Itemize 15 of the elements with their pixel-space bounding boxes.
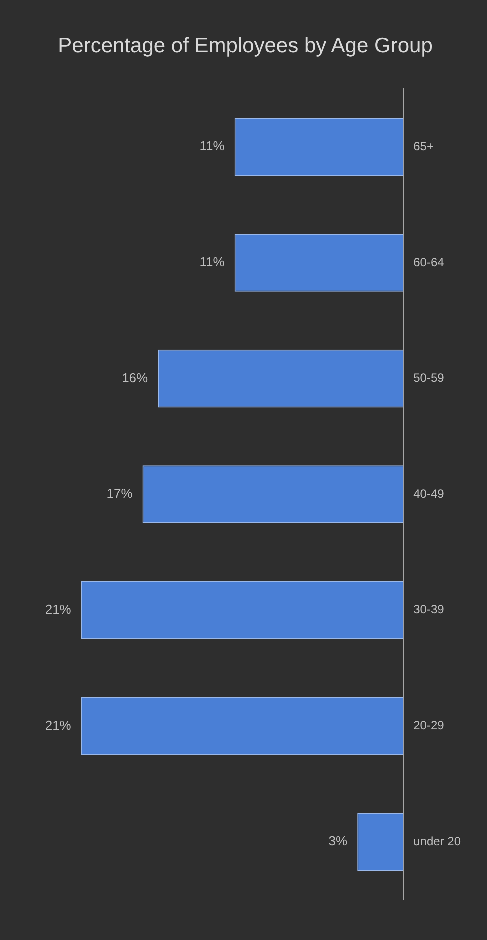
data-label: 3% xyxy=(328,834,348,849)
data-label: 21% xyxy=(45,602,72,618)
data-label: 17% xyxy=(106,486,134,502)
y-tick-label: 60-64 xyxy=(414,255,445,270)
y-tick-label: 65+ xyxy=(414,139,434,154)
y-tick-label: 30-39 xyxy=(414,602,445,617)
data-label: 11% xyxy=(200,138,226,154)
data-label: 11% xyxy=(200,254,226,270)
y-tick-label: 40-49 xyxy=(414,486,445,501)
data-label: 21% xyxy=(45,718,72,733)
data-label: 16% xyxy=(122,370,149,386)
chart-title: Percentage of Employees by Age Group xyxy=(58,34,433,58)
y-tick-label: under 20 xyxy=(414,834,462,848)
y-tick-label: 20-29 xyxy=(414,718,445,733)
y-tick-label: 50-59 xyxy=(414,371,445,386)
